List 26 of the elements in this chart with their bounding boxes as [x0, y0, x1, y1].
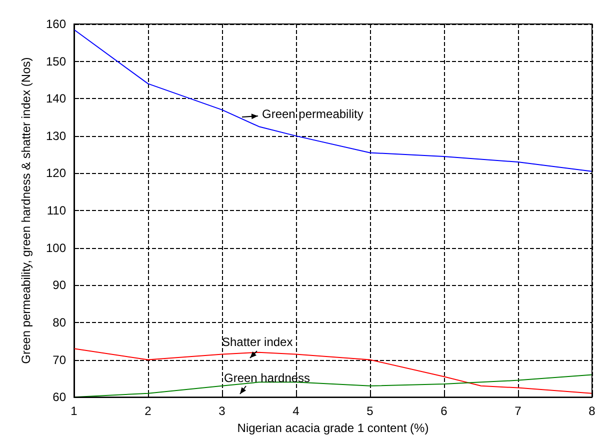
y-tick-label: 60 — [52, 390, 66, 404]
x-tick-label: 6 — [440, 404, 448, 418]
line-series — [74, 348, 592, 394]
y-tick-label: 80 — [52, 315, 66, 330]
y-tick-label: 110 — [46, 204, 66, 218]
x-tick-label: 2 — [144, 404, 152, 418]
line-series — [74, 29, 592, 172]
y-tick-label: 150 — [46, 54, 66, 68]
x-axis-title: Nigerian acacia grade 1 content (%) — [237, 421, 429, 435]
y-tick-label: 100 — [46, 240, 66, 255]
x-tick-label: 1 — [70, 404, 78, 418]
y-tick-label: 140 — [46, 92, 66, 106]
y-tick-label: 130 — [46, 128, 66, 143]
x-tick-label: 8 — [588, 404, 596, 418]
x-tick-label: 4 — [292, 404, 300, 418]
annotation: Shatter index — [222, 335, 293, 349]
x-tick-label: 5 — [366, 404, 374, 418]
y-tick-label: 120 — [46, 166, 66, 180]
y-tick-label: 70 — [52, 352, 66, 367]
x-tick-label: 7 — [514, 404, 522, 418]
y-tick-label: 160 — [46, 17, 66, 31]
y-tick-label: 90 — [52, 278, 66, 292]
x-tick-label: 3 — [218, 404, 226, 418]
annotation: Green permeability — [262, 107, 364, 121]
y-axis-title: Green permeability, green hardness & shatter index (Nos) — [19, 57, 33, 364]
annotation: Green hardness — [224, 371, 310, 385]
